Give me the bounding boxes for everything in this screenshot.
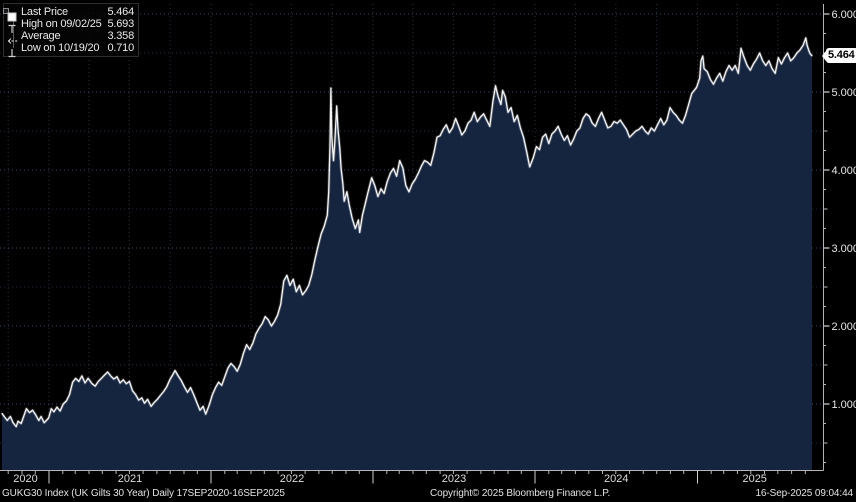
chart-legend: Last Price 5.464 High on 09/02/25 5.693 … — [3, 3, 139, 58]
legend-row-last-price[interactable]: Last Price 5.464 — [7, 6, 134, 22]
legend-value: 3.358 — [107, 30, 134, 42]
last-price-badge: 5.464 — [822, 48, 856, 63]
legend-row-low[interactable]: Low on 10/19/20 0.710 — [7, 42, 134, 58]
x-axis-year-label: 2023 — [442, 473, 466, 485]
legend-label: High on 09/02/25 — [21, 18, 102, 30]
y-axis-label: 1.000 — [832, 399, 856, 411]
x-axis-year-label: 2021 — [118, 473, 142, 485]
y-axis-label: 2.000 — [832, 321, 856, 333]
y-axis-label: 6.000 — [832, 9, 856, 21]
timestamp: 16-Sep-2025 09:04:44 — [755, 488, 853, 499]
x-axis-year-label: 2024 — [604, 473, 628, 485]
x-axis-year-label: 2022 — [280, 473, 304, 485]
legend-value: 0.710 — [107, 42, 134, 54]
y-axis-label: 3.000 — [832, 243, 856, 255]
legend-row-high[interactable]: High on 09/02/25 5.693 — [7, 18, 134, 33]
y-axis-label: 5.000 — [832, 87, 856, 99]
legend-value: 5.693 — [107, 18, 134, 30]
security-description: GUKG30 Index (UK Gilts 30 Year) Daily 17… — [2, 488, 285, 499]
legend-label: Last Price — [21, 6, 68, 18]
copyright-text: Copyright© 2025 Bloomberg Finance L.P. — [430, 488, 611, 499]
legend-row-average[interactable]: Average 3.358 — [7, 30, 134, 44]
price-area-fill — [2, 37, 812, 471]
legend-handle-icon[interactable] — [3, 8, 9, 14]
legend-label: Low on 10/19/20 — [21, 42, 100, 54]
status-bar: GUKG30 Index (UK Gilts 30 Year) Daily 17… — [0, 487, 856, 502]
x-axis-year-label: 2020 — [13, 473, 37, 485]
plot-area[interactable] — [0, 4, 824, 471]
legend-label: Average — [21, 30, 61, 42]
x-axis-year-label: 2025 — [742, 473, 766, 485]
legend-value: 5.464 — [107, 6, 134, 18]
y-axis-label: 4.000 — [832, 165, 856, 177]
price-line — [1, 37, 813, 428]
